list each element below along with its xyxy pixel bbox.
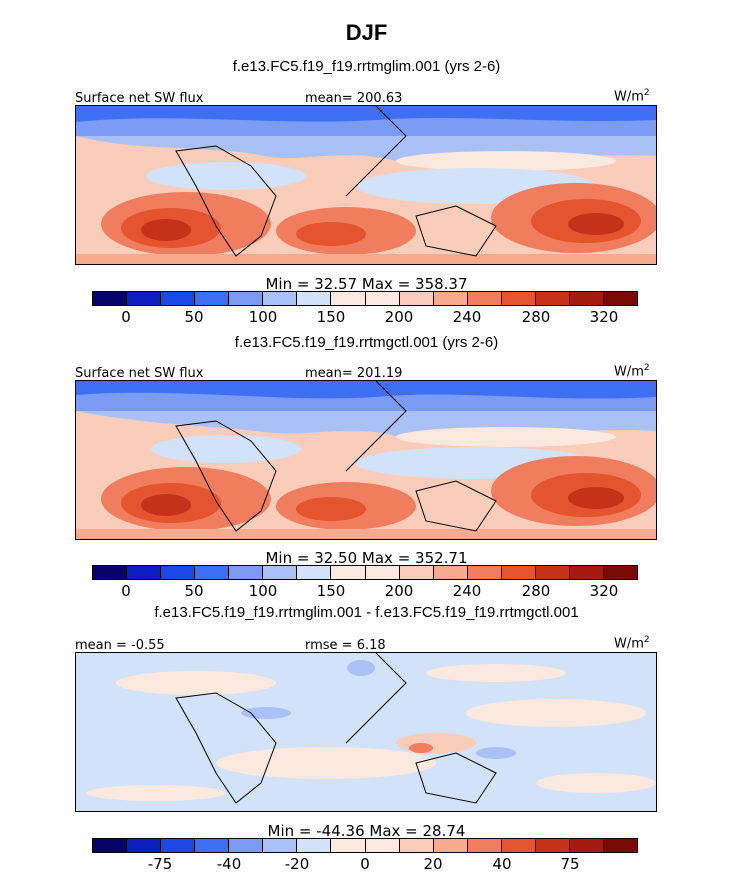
panel1-tick: 240: [452, 308, 482, 326]
panel3-tick: 40: [492, 855, 512, 873]
panel2-tick: 200: [384, 582, 414, 600]
panel1-mean-label: mean= 200.63: [305, 91, 403, 106]
panel2-colorbar-bin: [467, 566, 502, 579]
panel1-colorbar-bin: [569, 292, 604, 305]
panel1-colorbar-bin: [229, 292, 264, 305]
panel1-colorbar: [92, 291, 638, 306]
panel2-units: W/m2: [614, 363, 650, 380]
panel3-colorbar-bin: [467, 839, 502, 852]
panel2-min-max: Min = 32.50 Max = 352.71: [265, 549, 468, 567]
panel1-tick: 320: [589, 308, 619, 326]
panel2-colorbar-bin: [195, 566, 230, 579]
panel2-map: [75, 380, 657, 540]
panel2-colorbar-bin: [535, 566, 570, 579]
panel3-tick: 20: [423, 855, 443, 873]
panel3-rmse-label: rmse = 6.18: [305, 638, 386, 653]
panel2-tick: 50: [184, 582, 204, 600]
panel3-units: W/m2: [614, 635, 650, 652]
panel1-case-title: f.e13.FC5.f19_f19.rrtmglim.001 (yrs 2-6): [232, 58, 501, 75]
panel1-min-max: Min = 32.57 Max = 358.37: [265, 275, 468, 293]
panel2-case-title: f.e13.FC5.f19_f19.rrtmgctl.001 (yrs 2-6): [234, 334, 499, 351]
panel3-colorbar-bin: [297, 839, 332, 852]
panel1-colorbar-bin: [467, 292, 502, 305]
panel2-tick: 320: [589, 582, 619, 600]
panel1-variable-label: Surface net SW flux: [75, 91, 204, 106]
panel1-tick: 280: [521, 308, 551, 326]
panel3-colorbar-bin: [331, 839, 366, 852]
panel2-colorbar-bin: [297, 566, 332, 579]
panel3-mean-label: mean = -0.55: [75, 638, 165, 653]
panel1-tick: 0: [121, 308, 131, 326]
panel2-tick: 0: [121, 582, 131, 600]
panel1-colorbar-bin: [365, 292, 400, 305]
panel2-colorbar-bin: [603, 566, 637, 579]
panel1-colorbar-ticks: 0 50 100 150 200 240 280 320: [92, 308, 638, 326]
panel3-colorbar-ticks: -75 -40 -20 0 20 40 75: [92, 855, 638, 873]
panel3-colorbar-bin: [399, 839, 434, 852]
panel2-tick: 280: [521, 582, 551, 600]
panel1-colorbar-bin: [603, 292, 637, 305]
panel2-tick: 150: [316, 582, 346, 600]
panel3-colorbar-bin: [603, 839, 637, 852]
panel1-colorbar-bin: [297, 292, 332, 305]
figure-title: DJF: [345, 20, 388, 45]
panel1-units: W/m2: [614, 88, 650, 105]
panel3-tick: -75: [147, 855, 173, 873]
panel3-colorbar-bin: [161, 839, 196, 852]
panel1-colorbar-bin: [161, 292, 196, 305]
panel2-tick: 100: [248, 582, 278, 600]
panel2-tick: 240: [452, 582, 482, 600]
panel2-colorbar-bin: [365, 566, 400, 579]
panel1-colorbar-bin: [331, 292, 366, 305]
panel2-colorbar-bin: [331, 566, 366, 579]
panel2-colorbar-bin: [399, 566, 434, 579]
panel3-map: [75, 652, 657, 812]
panel2-colorbar-bin: [229, 566, 264, 579]
panel3-colorbar-bin: [127, 839, 162, 852]
panel2-colorbar-bin: [263, 566, 298, 579]
panel1-colorbar-bin: [93, 292, 128, 305]
panel3-case-title: f.e13.FC5.f19_f19.rrtmglim.001 - f.e13.F…: [154, 604, 579, 621]
panel3-colorbar-bin: [195, 839, 230, 852]
panel2-colorbar-bin: [433, 566, 468, 579]
panel1-colorbar-bin: [127, 292, 162, 305]
panel2-variable-label: Surface net SW flux: [75, 366, 204, 381]
panel3-field: [76, 653, 656, 811]
panel3-colorbar-bin: [433, 839, 468, 852]
panel1-tick: 200: [384, 308, 414, 326]
panel1-colorbar-bin: [535, 292, 570, 305]
panel3-min-max: Min = -44.36 Max = 28.74: [267, 822, 466, 840]
panel3-colorbar-bin: [365, 839, 400, 852]
panel3-tick: 75: [560, 855, 580, 873]
panel1-tick: 100: [248, 308, 278, 326]
panel3-colorbar-bin: [535, 839, 570, 852]
panel3-colorbar: [92, 838, 638, 853]
panel3-tick: -20: [284, 855, 310, 873]
panel2-colorbar-ticks: 0 50 100 150 200 240 280 320: [92, 582, 638, 600]
panel1-colorbar-bin: [195, 292, 230, 305]
panel2-colorbar-bin: [501, 566, 536, 579]
panel2-colorbar-bin: [161, 566, 196, 579]
panel1-field: [76, 106, 656, 264]
panel2-colorbar-bin: [127, 566, 162, 579]
panel3-colorbar-bin: [263, 839, 298, 852]
panel2-colorbar: [92, 565, 638, 580]
panel1-colorbar-bin: [263, 292, 298, 305]
panel2-mean-label: mean= 201.19: [305, 366, 403, 381]
panel3-colorbar-bin: [569, 839, 604, 852]
panel1-colorbar-bin: [433, 292, 468, 305]
panel1-tick: 50: [184, 308, 204, 326]
panel3-tick: 0: [360, 855, 370, 873]
panel2-colorbar-bin: [569, 566, 604, 579]
panel3-colorbar-bin: [229, 839, 264, 852]
panel2-colorbar-bin: [93, 566, 128, 579]
panel2-field: [76, 381, 656, 539]
panel3-tick: -40: [216, 855, 242, 873]
panel3-colorbar-bin: [93, 839, 128, 852]
panel3-colorbar-bin: [501, 839, 536, 852]
panel1-colorbar-bin: [501, 292, 536, 305]
panel1-map: [75, 105, 657, 265]
panel1-tick: 150: [316, 308, 346, 326]
panel1-colorbar-bin: [399, 292, 434, 305]
